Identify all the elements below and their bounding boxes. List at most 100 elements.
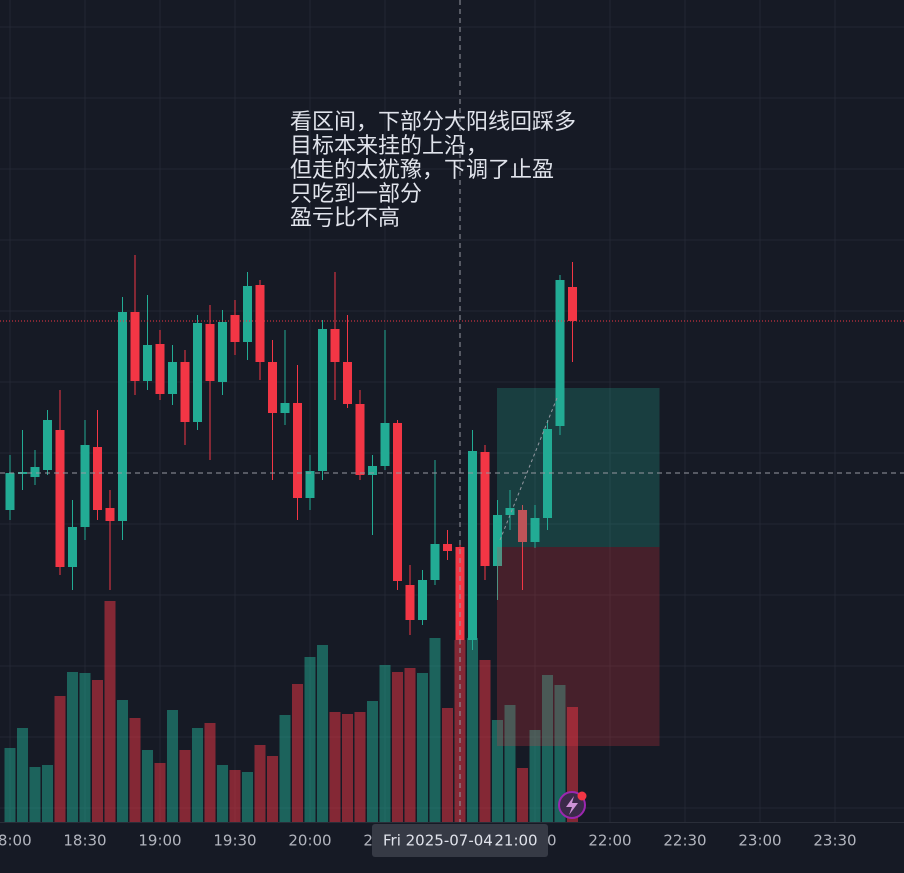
x-tick-label: 22:00 <box>588 832 631 850</box>
candle-body <box>443 544 452 551</box>
x-tick-label: 23:30 <box>813 832 856 850</box>
candle-body <box>255 285 265 362</box>
candle-body <box>55 430 65 567</box>
candle-body <box>5 473 15 510</box>
volume-bar <box>429 638 441 822</box>
candle-body <box>218 322 227 382</box>
candle-body <box>205 324 215 381</box>
candle-body <box>405 585 415 620</box>
volume-bar <box>542 675 553 822</box>
volume-bar <box>267 756 278 822</box>
candle-body <box>468 451 477 640</box>
candle-body <box>118 312 127 521</box>
candle-body <box>368 466 377 475</box>
volume-bar <box>179 750 191 822</box>
candle-body <box>168 362 177 394</box>
volume-bar <box>54 696 66 822</box>
volume-bar <box>142 750 153 822</box>
candle-body <box>305 471 315 498</box>
candle-body <box>230 315 240 342</box>
candle-body <box>318 329 327 471</box>
volume-bar <box>367 701 378 822</box>
volume-bar <box>67 672 78 822</box>
volume-bar <box>167 710 178 822</box>
crosshair-label-box <box>372 824 548 857</box>
crosshair-date: Fri 2025-07-04 <box>383 832 493 850</box>
x-tick-label: 18:30 <box>63 832 106 850</box>
annotation-line: 目标本来挂的上沿， <box>290 134 488 159</box>
candle-body <box>393 423 402 581</box>
candle-body <box>505 508 515 515</box>
candle-body <box>480 452 490 566</box>
volume-bar <box>292 684 303 822</box>
candle-body <box>380 423 390 466</box>
candle-body <box>180 362 190 422</box>
profit-zone <box>497 388 660 547</box>
volume-bar <box>192 728 203 822</box>
loss-zone <box>497 547 660 746</box>
annotation-line: 盈亏比不高 <box>290 206 400 231</box>
candle-body <box>105 508 115 521</box>
volume-bar <box>217 765 228 822</box>
volume-bar <box>254 745 266 822</box>
volume-bar <box>304 657 316 822</box>
candle-body <box>493 515 502 566</box>
annotation-line: 但走的太犹豫，下调了止盈 <box>290 158 554 183</box>
candle-body <box>268 362 277 413</box>
candle-body <box>293 403 302 498</box>
annotation-line: 只吃到一部分 <box>290 182 422 207</box>
candle-body <box>143 345 152 381</box>
alert-icon[interactable] <box>558 791 587 819</box>
x-tick-label: 20:00 <box>288 832 331 850</box>
trade-path <box>499 397 558 541</box>
volume-bar <box>517 768 528 822</box>
volume-bar <box>79 673 91 822</box>
volume-bar <box>204 723 216 822</box>
candle-body <box>193 323 202 422</box>
x-tick-label: 19:30 <box>213 832 256 850</box>
candle-body <box>243 286 252 342</box>
volume-bar <box>92 680 103 822</box>
volume-bar <box>467 638 478 822</box>
candle-body <box>43 420 52 470</box>
candle-body <box>130 312 140 381</box>
candle-body <box>80 445 90 527</box>
volume-bar <box>479 660 491 822</box>
candle-body <box>555 280 565 426</box>
volume-bar <box>442 708 453 822</box>
candle-body <box>568 287 577 321</box>
volume-bar <box>329 712 341 822</box>
candle-body <box>343 362 352 404</box>
annotation-line: 看区间，下部分大阳线回踩多 <box>290 110 576 135</box>
volume-bar <box>379 665 391 822</box>
candle-body <box>68 527 77 567</box>
volume-bar <box>492 720 503 822</box>
volume-bar <box>242 772 253 822</box>
volume-bar <box>342 714 353 822</box>
volume-bar <box>554 685 566 822</box>
volume-bar <box>317 645 328 822</box>
candle-body <box>280 403 290 413</box>
volume-bar <box>279 715 291 822</box>
candle-body <box>93 447 102 510</box>
crosshair-time: 21:00 <box>494 832 537 850</box>
volume-bar <box>104 601 116 822</box>
candle-body <box>30 467 40 477</box>
volume-bar <box>129 718 141 822</box>
volume-bar <box>354 712 366 822</box>
volume-bar <box>417 673 428 822</box>
volume-bar <box>154 763 166 822</box>
volume-bar <box>17 728 28 822</box>
x-tick-label: 23:00 <box>738 832 781 850</box>
candle-body <box>418 580 427 620</box>
candle-body <box>355 404 365 475</box>
volume-bar <box>117 700 128 822</box>
volume-bar <box>42 765 53 822</box>
candle-body <box>455 547 465 640</box>
candle-body <box>430 544 440 580</box>
volume-bar <box>504 705 516 822</box>
volume-bar <box>29 767 41 822</box>
volume-bar <box>229 770 241 822</box>
volume-bar <box>4 748 16 822</box>
